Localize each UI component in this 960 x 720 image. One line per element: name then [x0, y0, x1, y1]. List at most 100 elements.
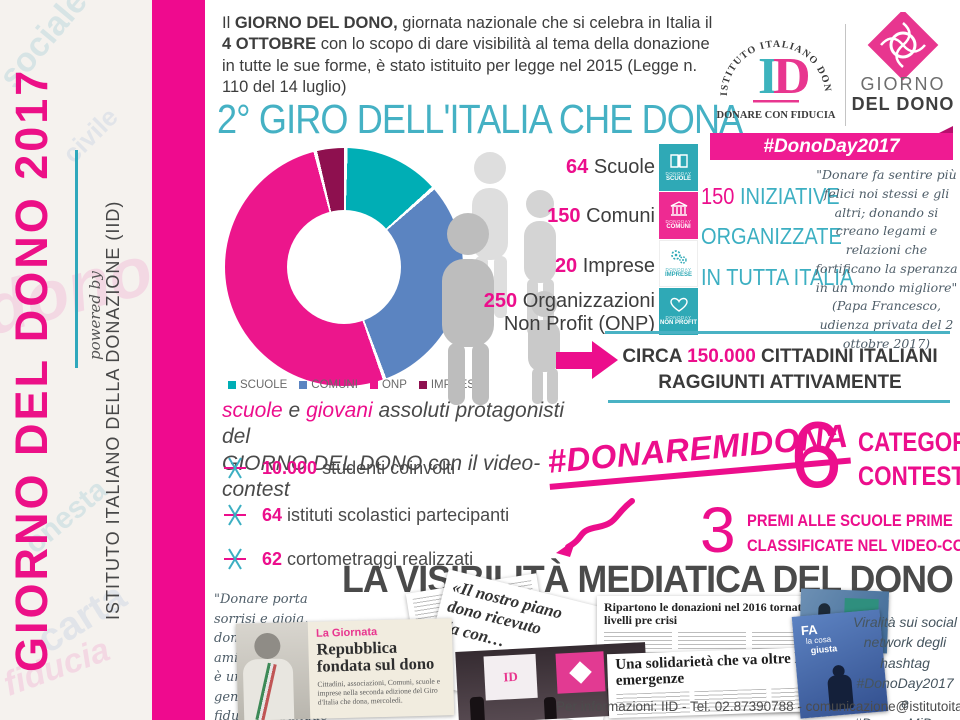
legend-item: SCUOLE — [228, 379, 287, 391]
bullet-istituti: 64 istituti scolastici partecipanti — [222, 502, 509, 528]
iniziative-text: IN TUTTA ITALIA — [701, 263, 854, 290]
stat-scuole: 64 Scuole — [483, 156, 655, 179]
virality-note: Viralità sui social network degli hashta… — [852, 614, 957, 720]
stat-label: Imprese — [577, 255, 655, 277]
premi-number: 3 — [700, 494, 736, 566]
iniziative-text: ORGANIZZATE — [701, 223, 842, 250]
gears-icon — [670, 250, 687, 264]
badge-scuole: DONODAY SCUOLE — [659, 144, 698, 191]
bank-icon — [670, 201, 687, 216]
iid-underline — [753, 100, 799, 103]
donut-chart — [225, 148, 463, 386]
reach-callout: CIRCA 150.000 CITTADINI ITALIANI RAGGIUN… — [615, 344, 945, 395]
premi-line: CLASSIFICATE NEL VIDEO-CONTEST — [747, 535, 960, 555]
bullet-label: istituti scolastici partecipanti — [282, 504, 510, 525]
reach-number: 150.000 — [687, 346, 756, 367]
badge-top-label: DONODAY — [665, 171, 692, 176]
gdd-name-line2: DEL DONO — [852, 94, 954, 114]
book-icon — [669, 154, 688, 168]
footer-contact: Per informazioni: IID - Tel. 02.87390788… — [556, 699, 960, 714]
divider-line — [605, 331, 950, 334]
contest-number: 6 — [790, 402, 843, 507]
protagonisti-plain: e — [282, 399, 307, 422]
divider-line — [608, 400, 950, 403]
pink-accent-bar — [152, 0, 205, 720]
bullet-number: 10.000 — [262, 457, 318, 478]
people-icon — [442, 152, 560, 405]
giorno-del-dono-logo: GIORNO DEL DONO — [852, 9, 954, 130]
powered-by-label: powered by — [86, 271, 104, 360]
people-silhouettes — [428, 146, 588, 406]
iniziative-number: 150 — [701, 183, 735, 209]
bullet-studenti: 10.000 studenti coinvolti — [222, 455, 455, 481]
sidebar-divider-line — [75, 150, 78, 368]
stat-number: 250 — [483, 290, 518, 312]
badge-label: SCUOLE — [665, 176, 691, 182]
asterisk-icon — [224, 504, 246, 526]
logo-divider — [845, 24, 846, 126]
premi-label: PREMI ALLE SCUOLE PRIME CLASSIFICATE NEL … — [747, 509, 960, 558]
legend-swatch — [228, 381, 236, 389]
bullet-text: 62 cortometraggi realizzati — [262, 549, 473, 570]
curved-arrow-icon — [556, 497, 636, 559]
legend-item: COMUNI — [299, 379, 358, 391]
legend-item: ONP — [369, 379, 407, 391]
stat-comuni: 150 Comuni — [483, 205, 655, 228]
contest-line: CATEGORIE — [858, 427, 960, 457]
clip-photo — [235, 621, 311, 720]
organization-name-vertical: ISTITUTO ITALIANO DELLA DONAZIONE (IID) — [103, 200, 123, 620]
newspaper-clipping-giornata: La Giornata Repubblica fondata sul dono … — [235, 618, 455, 720]
bullet-label: cortometraggi realizzati — [282, 548, 474, 569]
quote-attribution: (Papa Francesco, udienza privata del 2 o… — [819, 298, 954, 351]
diamond-icon — [569, 661, 592, 684]
contest-label: CATEGORIECONTEST — [858, 426, 960, 494]
hashtag-banner-text: #DonoDay2017 — [763, 135, 900, 157]
bullet-text: 10.000 studenti coinvolti — [262, 458, 455, 479]
heart-icon — [669, 297, 688, 312]
clip-body: Cittadini, associazioni, Comuni, scuole … — [317, 676, 441, 708]
bullet-number: 64 — [262, 504, 283, 525]
badge-label: IMPRESE — [664, 272, 692, 278]
contest-line: CONTEST — [858, 460, 960, 491]
iid-tagline: DONARE CON FIDUCIA — [716, 110, 835, 121]
stage-id-label: ID — [502, 668, 519, 685]
protagonisti-plain: assoluti protagonisti del — [222, 399, 565, 449]
donoday-badge-strip: DONODAY SCUOLE DONODAY COMUNI DONODAY IM… — [659, 144, 698, 336]
legend-label: SCUOLE — [240, 379, 288, 391]
intro-text: con lo scopo di dare visibilità al tema … — [222, 35, 710, 97]
person-silhouette — [469, 696, 485, 720]
badge-label: NON PROFIT — [660, 320, 697, 326]
iid-logo: ISTITUTO ITALIANO DONAZIONE I D DONARE C… — [707, 2, 841, 132]
intro-text: Il — [222, 14, 235, 32]
bullet-text: 64 istituti scolastici partecipanti — [262, 505, 509, 526]
iniziative-callout: 150 INIZIATIVE ORGANIZZATE IN TUTTA ITALIA — [701, 176, 853, 297]
poster-title-vertical: GIORNO DEL DONO 2017 — [6, 67, 57, 673]
intro-text: giornata nazionale che si celebra in Ita… — [397, 14, 713, 32]
badge-top-label: DONODAY — [665, 315, 692, 320]
asterisk-icon — [224, 548, 246, 570]
iniziative-text: INIZIATIVE — [734, 183, 840, 209]
legend-swatch — [369, 381, 378, 389]
gdd-logo-graphic: GIORNO DEL DONO — [852, 9, 954, 114]
stage-backdrop-id: ID — [483, 653, 538, 701]
clip-headline: Repubblica fondata sul dono — [316, 637, 435, 676]
photo-figure-head — [254, 632, 281, 660]
legend-label: ONP — [381, 379, 407, 391]
iid-monogram-d: D — [773, 48, 811, 105]
protagonisti-highlight: giovani — [306, 399, 373, 422]
clip-headline: Ripartono le donazioni nel 2016 tornate … — [604, 600, 820, 628]
protagonisti-highlight: scuole — [222, 399, 283, 422]
premi-line: PREMI ALLE SCUOLE PRIME — [747, 511, 953, 530]
intro-bold-giorno: GIORNO DEL DONO, — [234, 14, 398, 32]
arrow-right-icon — [556, 341, 618, 379]
reach-text: CITTADINI ITALIANI RAGGIUNTI ATTIVAMENTE — [658, 346, 938, 393]
section-title-giro: 2° GIRO DELL'ITALIA CHE DONA — [217, 96, 743, 142]
intro-paragraph: Il GIORNO DEL DONO, giornata nazionale c… — [222, 13, 714, 99]
badge-label: COMUNI — [666, 224, 691, 230]
stat-number: 20 — [554, 255, 578, 277]
intro-bold-date: 4 OTTOBRE — [222, 35, 317, 54]
stage-backdrop-diamond — [555, 651, 606, 694]
stat-onp: 250 Organizzazioni Non Profit (ONP) — [483, 290, 655, 336]
bullet-cortometraggi: 62 cortometraggi realizzati — [222, 546, 473, 572]
